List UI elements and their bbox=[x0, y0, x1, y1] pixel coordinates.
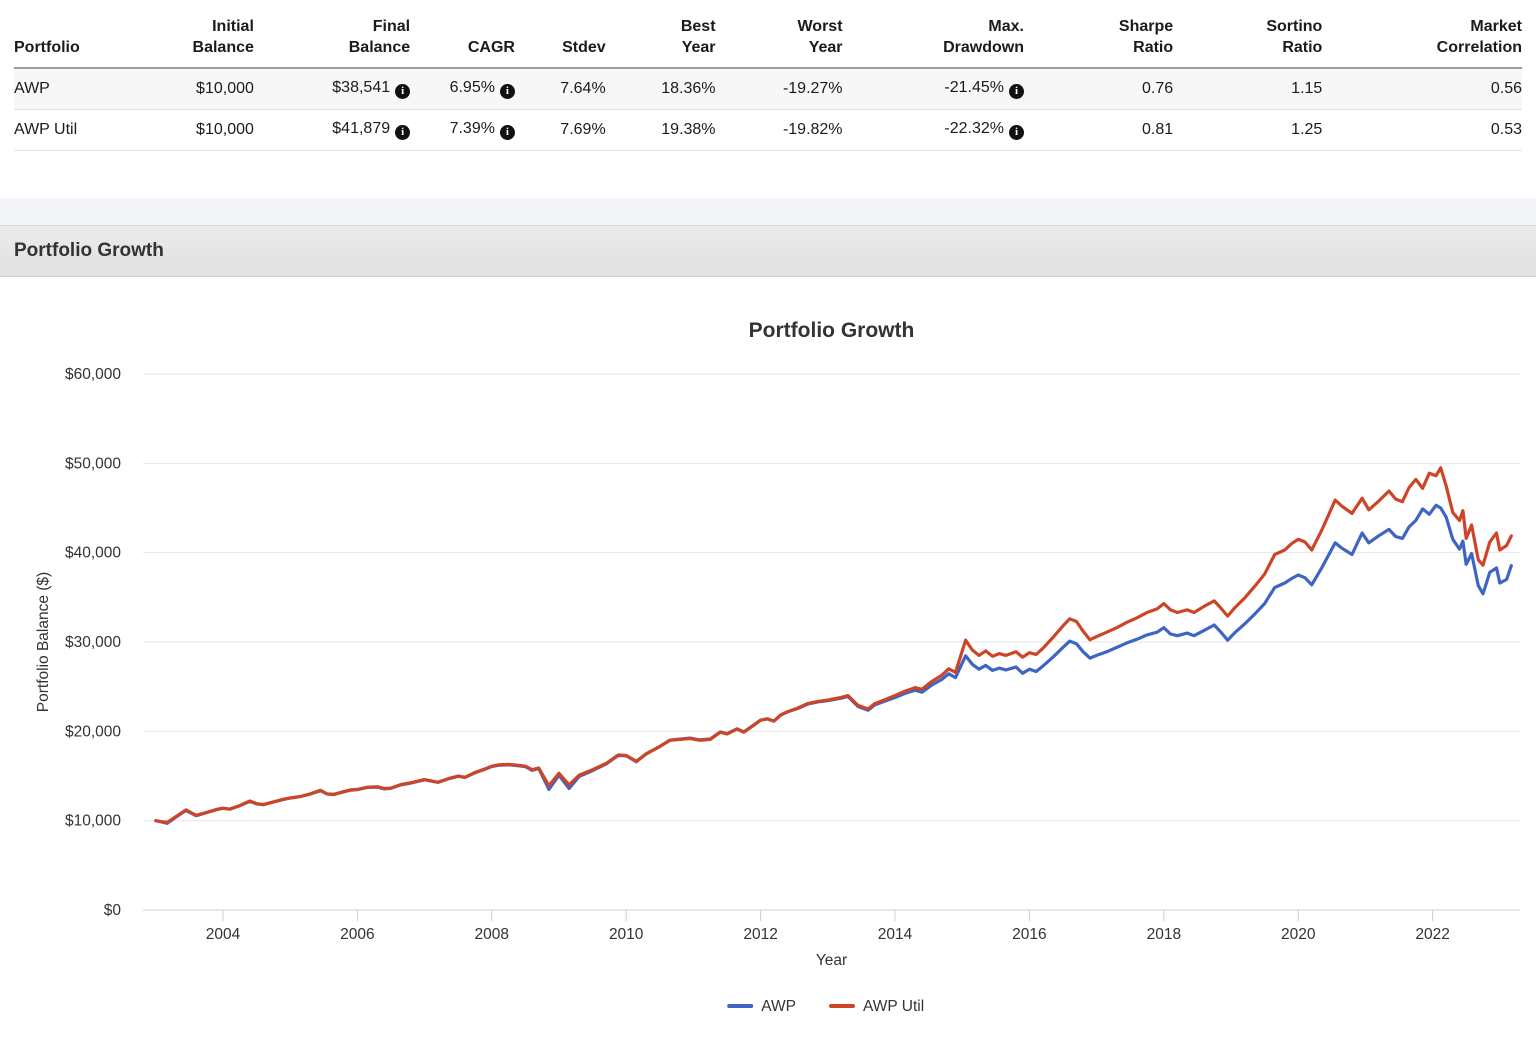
y-tick-label: $30,000 bbox=[65, 634, 121, 651]
x-tick-label: 2014 bbox=[878, 926, 913, 943]
stats-table-section: Portfolio Initial Balance Final Balance CAG… bbox=[0, 0, 1536, 151]
x-tick-label: 2022 bbox=[1415, 926, 1449, 943]
series-line-awp-util[interactable] bbox=[154, 466, 1513, 825]
y-tick-label: $20,000 bbox=[65, 724, 121, 741]
cell-portfolio: AWP bbox=[14, 68, 161, 110]
info-icon[interactable]: i bbox=[395, 84, 411, 100]
info-icon[interactable]: i bbox=[499, 125, 515, 141]
x-tick-label: 2006 bbox=[340, 926, 374, 943]
header-cell-best-year: Best Year bbox=[680, 18, 716, 57]
stats-table-body: AWP $10,000 $38,541 i 6.95% i 7.64% 18.36% -19.2… bbox=[14, 68, 1522, 151]
cell-initial-balance: $10,000 bbox=[161, 110, 254, 151]
cell-value-sortino-ratio: 1.25 bbox=[1291, 121, 1323, 139]
section-heading-title: Portfolio Growth bbox=[14, 240, 164, 262]
info-icon[interactable]: i bbox=[395, 125, 411, 141]
cell-sharpe-ratio: 0.81 bbox=[1024, 110, 1173, 151]
cell-market-correlation: 0.56 bbox=[1322, 68, 1522, 110]
cell-value-portfolio: AWP Util bbox=[14, 121, 78, 139]
y-tick-label: $10,000 bbox=[65, 813, 121, 830]
header-cell-worst-year: Worst Year bbox=[797, 18, 843, 57]
header-cell-sharpe-ratio: Sharpe Ratio bbox=[1118, 18, 1174, 57]
y-tick-label: $40,000 bbox=[65, 545, 121, 562]
stats-table-head: Portfolio Initial Balance Final Balance CAG… bbox=[14, 12, 1522, 69]
y-tick-label: $0 bbox=[104, 902, 122, 919]
info-icon[interactable]: i bbox=[1008, 84, 1024, 100]
legend-label-awp[interactable]: AWP bbox=[761, 998, 796, 1015]
cell-value-max-drawdown: -22.32% bbox=[944, 120, 1004, 138]
x-tick-label: 2018 bbox=[1147, 926, 1181, 943]
cell-sortino-ratio: 1.25 bbox=[1173, 110, 1322, 151]
header-cell-market-correlation: Market Correlation bbox=[1436, 18, 1522, 57]
portfolio-growth-chart: Portfolio Growth $0 $10,000 $20,000 $30,000 $… bbox=[0, 277, 1536, 1038]
cell-final-balance: $38,541 i bbox=[254, 68, 411, 110]
cell-stdev: 7.64% bbox=[515, 68, 606, 110]
cell-cagr: 6.95% i bbox=[410, 68, 515, 110]
cell-value-initial-balance: $10,000 bbox=[196, 121, 254, 139]
x-tick-label: 2012 bbox=[743, 926, 777, 943]
cell-value-cagr: 6.95% bbox=[449, 79, 495, 97]
cell-value-cagr: 7.39% bbox=[449, 120, 495, 138]
cell-value-sortino-ratio: 1.15 bbox=[1291, 80, 1323, 98]
stats-table: Portfolio Initial Balance Final Balance CAG… bbox=[14, 12, 1522, 151]
cell-value-sharpe-ratio: 0.81 bbox=[1142, 121, 1174, 139]
legend-swatch-awp[interactable] bbox=[727, 1004, 754, 1009]
y-axis-title: Portfolio Balance ($) bbox=[35, 572, 52, 712]
cell-sortino-ratio: 1.15 bbox=[1173, 68, 1322, 110]
x-tick-label: 2016 bbox=[1012, 926, 1046, 943]
cell-value-final-balance: $38,541 bbox=[332, 79, 391, 97]
growth-chart-svg: Portfolio Growth $0 $10,000 $20,000 $30,000 $… bbox=[35, 319, 1520, 1015]
cell-best-year: 19.38% bbox=[606, 110, 716, 151]
info-icon[interactable]: i bbox=[1008, 125, 1024, 141]
cell-value-market-correlation: 0.56 bbox=[1490, 80, 1522, 98]
cell-value-max-drawdown: -21.45% bbox=[944, 79, 1004, 97]
cell-value-best-year: 19.38% bbox=[661, 121, 716, 139]
pale-divider-band bbox=[0, 198, 1536, 226]
header-cell-max-drawdown: Max. Drawdown bbox=[943, 18, 1024, 57]
cell-cagr: 7.39% i bbox=[410, 110, 515, 151]
header-cell-stdev: Stdev bbox=[562, 39, 606, 57]
header-cell-portfolio: Portfolio bbox=[14, 39, 80, 57]
cell-value-worst-year: -19.27% bbox=[782, 80, 843, 98]
table-row-awp: AWP $10,000 $38,541 i 6.95% i 7.64% 18.36% -19.2… bbox=[14, 68, 1522, 110]
x-tick-label: 2020 bbox=[1281, 926, 1316, 943]
cell-final-balance: $41,879 i bbox=[254, 110, 411, 151]
cell-value-portfolio: AWP bbox=[14, 80, 50, 98]
chart-title: Portfolio Growth bbox=[749, 319, 915, 342]
cell-value-final-balance: $41,879 bbox=[332, 120, 391, 138]
header-cell-final-balance: Final Balance bbox=[348, 18, 411, 57]
cell-worst-year: -19.82% bbox=[716, 110, 843, 151]
cell-value-sharpe-ratio: 0.76 bbox=[1142, 80, 1174, 98]
cell-stdev: 7.69% bbox=[515, 110, 606, 151]
cell-sharpe-ratio: 0.76 bbox=[1024, 68, 1173, 110]
header-cell-sortino-ratio: Sortino Ratio bbox=[1266, 18, 1323, 57]
cell-initial-balance: $10,000 bbox=[161, 68, 254, 110]
x-axis-title: Year bbox=[816, 952, 847, 969]
cell-best-year: 18.36% bbox=[606, 68, 716, 110]
cell-portfolio: AWP Util bbox=[14, 110, 161, 151]
cell-worst-year: -19.27% bbox=[716, 68, 843, 110]
y-tick-label: $50,000 bbox=[65, 456, 121, 473]
cell-max-drawdown: -22.32% i bbox=[843, 110, 1024, 151]
table-row-awp-util: AWP Util $10,000 $41,879 i 7.39% i 7.69% 19.38%… bbox=[14, 110, 1522, 151]
cell-value-worst-year: -19.82% bbox=[782, 121, 843, 139]
header-cell-cagr: CAGR bbox=[467, 39, 515, 57]
table-header-row: Portfolio Initial Balance Final Balance CAG… bbox=[14, 12, 1522, 69]
legend-swatch-awp-util[interactable] bbox=[829, 1004, 855, 1009]
y-tick-label: $60,000 bbox=[65, 366, 121, 383]
legend-label-awp-util[interactable]: AWP Util bbox=[863, 998, 924, 1015]
x-tick-label: 2008 bbox=[475, 926, 509, 943]
cell-market-correlation: 0.53 bbox=[1322, 110, 1522, 151]
x-tick-label: 2004 bbox=[206, 926, 241, 943]
section-heading-bar: Portfolio Growth bbox=[0, 225, 1536, 278]
cell-value-stdev: 7.69% bbox=[560, 121, 606, 139]
cell-max-drawdown: -21.45% i bbox=[843, 68, 1024, 110]
cell-value-best-year: 18.36% bbox=[661, 80, 716, 98]
info-icon[interactable]: i bbox=[499, 84, 515, 100]
cell-value-market-correlation: 0.53 bbox=[1490, 121, 1522, 139]
x-tick-label: 2010 bbox=[609, 926, 644, 943]
cell-value-initial-balance: $10,000 bbox=[196, 80, 254, 98]
cell-value-stdev: 7.64% bbox=[560, 80, 606, 98]
header-cell-initial-balance: Initial Balance bbox=[192, 18, 254, 57]
